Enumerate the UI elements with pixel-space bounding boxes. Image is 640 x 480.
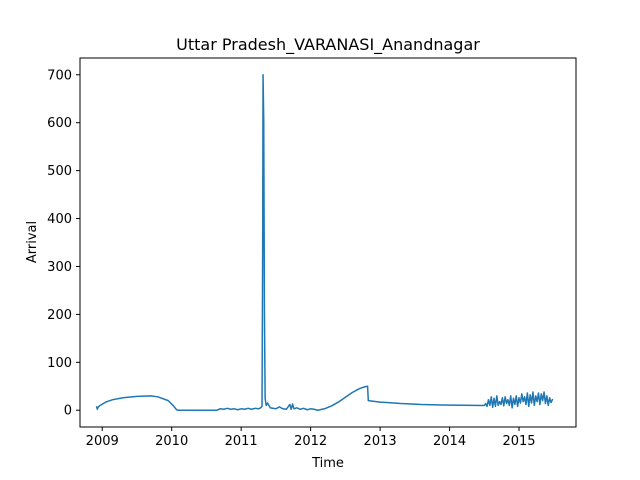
y-tick-label: 0 xyxy=(64,404,72,419)
x-tick-label: 2015 xyxy=(502,434,535,449)
y-tick-label: 500 xyxy=(47,164,72,179)
axes-frame xyxy=(79,57,577,428)
plot-area: 2009 2010 2011 2012 2013 2014 2015 0 100 200 300 40… xyxy=(47,57,577,449)
x-tick-label: 2014 xyxy=(433,434,466,449)
x-tick-label: 2012 xyxy=(294,434,327,449)
y-tick-label: 200 xyxy=(47,308,72,323)
x-tick-label: 2013 xyxy=(364,434,397,449)
x-tick-label: 2009 xyxy=(86,434,119,449)
x-tick-label: 2011 xyxy=(225,434,258,449)
y-tick-label: 400 xyxy=(47,212,72,227)
series-line-0 xyxy=(95,74,554,411)
y-axis-label: Arrival xyxy=(25,221,40,263)
x-axis-label: Time xyxy=(311,456,344,471)
y-tick-label: 100 xyxy=(47,356,72,371)
chart-title: Uttar Pradesh_VARANASI_Anandnagar xyxy=(176,35,480,55)
y-tick-label: 300 xyxy=(47,260,72,275)
x-tick-label: 2010 xyxy=(155,434,188,449)
y-tick-label: 600 xyxy=(47,116,72,131)
y-tick-label: 700 xyxy=(47,68,72,83)
